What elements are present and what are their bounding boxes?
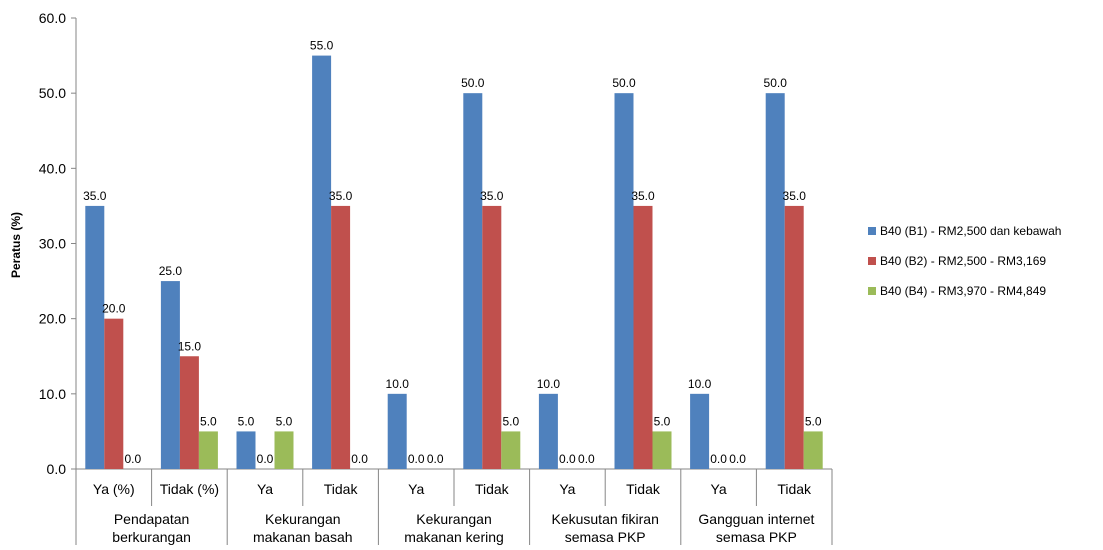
bar (614, 93, 634, 470)
x-group-label: Kekurangan (416, 511, 492, 527)
data-label: 35.0 (480, 189, 504, 203)
legend-swatch-b1 (868, 227, 876, 235)
bar (331, 205, 351, 469)
data-label: 0.0 (710, 452, 727, 466)
data-label: 50.0 (612, 76, 636, 90)
data-label: 35.0 (783, 189, 807, 203)
bar (274, 431, 294, 469)
data-label: 0.0 (257, 452, 274, 466)
bar (784, 205, 804, 469)
x-category-label: Tidak (%) (160, 481, 219, 497)
x-category-label: Ya (559, 481, 575, 497)
bar (179, 356, 199, 469)
x-group-label: semasa PKP (565, 529, 646, 545)
bar (765, 93, 785, 470)
x-category-label: Tidak (626, 481, 661, 497)
legend-label-b1: B40 (B1) - RM2,500 dan kebawah (880, 224, 1062, 238)
data-label: 10.0 (386, 377, 410, 391)
y-tick-label: 60.0 (39, 10, 66, 26)
bar (538, 393, 558, 469)
data-label: 55.0 (310, 39, 334, 53)
x-group-label: Pendapatan (114, 511, 190, 527)
legend: B40 (B1) - RM2,500 dan kebawah B40 (B2) … (868, 216, 1061, 306)
x-category-label: Ya (257, 481, 273, 497)
x-category-label: Tidak (475, 481, 510, 497)
y-axis-title: Peratus (%) (9, 212, 23, 278)
x-category-label: Ya (408, 481, 424, 497)
bar (198, 431, 218, 469)
data-label: 0.0 (408, 452, 425, 466)
bar (633, 205, 653, 469)
data-label: 5.0 (238, 414, 255, 428)
data-label: 0.0 (124, 452, 141, 466)
data-label: 5.0 (654, 414, 671, 428)
legend-item-b4: B40 (B4) - RM3,970 - RM4,849 (868, 276, 1061, 306)
legend-item-b1: B40 (B1) - RM2,500 dan kebawah (868, 216, 1061, 246)
data-label: 0.0 (729, 452, 746, 466)
y-tick-label: 0.0 (47, 461, 67, 477)
data-label: 10.0 (537, 377, 561, 391)
bar (236, 431, 256, 469)
bar (501, 431, 521, 469)
x-group-label: Gangguan internet (698, 511, 814, 527)
legend-label-b2: B40 (B2) - RM2,500 - RM3,169 (880, 254, 1047, 268)
data-label: 20.0 (102, 302, 126, 316)
y-tick-label: 20.0 (39, 311, 66, 327)
bar (160, 281, 180, 469)
bar (803, 431, 823, 469)
bar (463, 93, 483, 470)
bar (652, 431, 672, 469)
x-category-label: Ya (%) (93, 481, 135, 497)
data-label: 35.0 (631, 189, 655, 203)
legend-swatch-b2 (868, 257, 876, 265)
x-group-label: Kekurangan (265, 511, 341, 527)
data-label: 50.0 (764, 76, 788, 90)
bar (104, 318, 124, 469)
legend-label-b4: B40 (B4) - RM3,970 - RM4,849 (880, 284, 1047, 298)
data-label: 10.0 (688, 377, 712, 391)
data-label: 35.0 (329, 189, 353, 203)
x-group-label: berkurangan (112, 529, 191, 545)
y-tick-label: 10.0 (39, 386, 66, 402)
x-group-label: semasa PKP (716, 529, 797, 545)
legend-item-b2: B40 (B2) - RM2,500 - RM3,169 (868, 246, 1061, 276)
data-label: 50.0 (461, 76, 485, 90)
y-tick-label: 40.0 (39, 160, 66, 176)
data-label: 5.0 (276, 414, 293, 428)
bar (387, 393, 407, 469)
y-tick-label: 30.0 (39, 236, 66, 252)
x-category-label: Ya (711, 481, 727, 497)
legend-swatch-b4 (868, 287, 876, 295)
y-tick-label: 50.0 (39, 85, 66, 101)
data-label: 25.0 (159, 264, 183, 278)
data-label: 35.0 (83, 189, 107, 203)
bar (312, 55, 332, 469)
x-category-label: Tidak (777, 481, 812, 497)
x-group-label: makanan basah (253, 529, 353, 545)
x-group-label: makanan kering (404, 529, 504, 545)
bar (85, 205, 105, 469)
data-label: 0.0 (578, 452, 595, 466)
data-label: 0.0 (351, 452, 368, 466)
data-label: 15.0 (178, 339, 202, 353)
data-label: 5.0 (200, 414, 217, 428)
bar (482, 205, 502, 469)
data-label: 0.0 (559, 452, 576, 466)
data-label: 5.0 (805, 414, 822, 428)
data-label: 0.0 (427, 452, 444, 466)
x-group-label: Kekusutan fikiran (551, 511, 658, 527)
x-category-label: Tidak (324, 481, 359, 497)
data-label: 5.0 (502, 414, 519, 428)
bar (690, 393, 710, 469)
